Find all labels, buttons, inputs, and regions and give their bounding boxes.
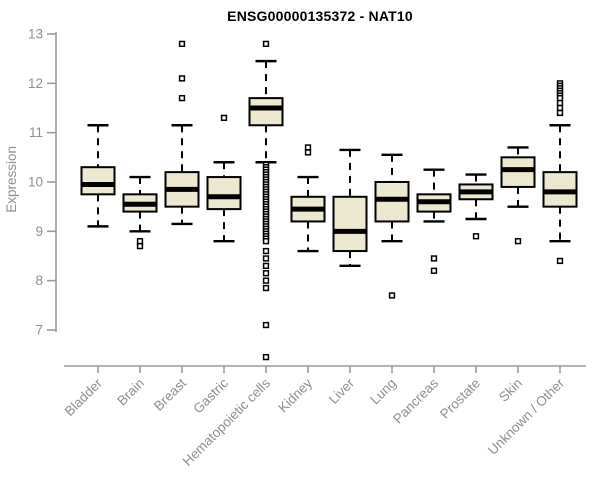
- x-tick-label-kidney: Kidney: [275, 375, 315, 415]
- outlier-hematopoietic-cells: [262, 40, 270, 48]
- y-tick-label: 11: [29, 125, 43, 140]
- outlier-prostate: [472, 233, 480, 240]
- x-tick-label-unknown-other: Unknown / Other: [485, 375, 568, 458]
- outlier-hematopoietic-cells: [262, 262, 270, 270]
- x-tick-label-lung: Lung: [367, 376, 399, 408]
- outlier-lung: [388, 292, 396, 299]
- outlier-unknown-other: [556, 109, 564, 117]
- outlier-hematopoietic-cells: [262, 238, 270, 245]
- outlier-hematopoietic-cells: [262, 321, 270, 329]
- outlier-hematopoietic-cells: [262, 353, 270, 361]
- x-tick-label-breast: Breast: [151, 375, 189, 413]
- x-tick-label-pancreas: Pancreas: [390, 375, 441, 426]
- outlier-kidney: [304, 144, 312, 151]
- box-liver: [332, 195, 368, 253]
- outlier-hematopoietic-cells: [262, 284, 270, 292]
- outlier-unknown-other: [556, 94, 564, 102]
- x-tick-label-bladder: Bladder: [62, 375, 106, 419]
- outlier-brain: [136, 238, 144, 245]
- x-tick-label-gastric: Gastric: [190, 375, 231, 416]
- outlier-hematopoietic-cells: [262, 277, 270, 284]
- y-tick-label: 8: [35, 273, 43, 288]
- outlier-unknown-other: [556, 99, 564, 107]
- box-gastric: [206, 176, 242, 211]
- x-tick-label-prostate: Prostate: [437, 376, 483, 422]
- y-tick-label: 13: [28, 27, 43, 42]
- y-tick-label: 7: [35, 322, 43, 337]
- outlier-hematopoietic-cells: [262, 255, 270, 262]
- outlier-unknown-other: [556, 104, 564, 112]
- x-tick-label-brain: Brain: [114, 376, 147, 409]
- y-tick-label: 12: [28, 76, 43, 91]
- outlier-hematopoietic-cells: [262, 270, 270, 277]
- outlier-breast: [178, 75, 186, 82]
- chart-title: ENSG00000135372 - NAT10: [227, 8, 413, 24]
- x-tick-label-liver: Liver: [326, 375, 358, 407]
- outlier-skin: [514, 238, 522, 245]
- outlier-breast: [178, 40, 186, 48]
- outlier-hematopoietic-cells: [262, 247, 270, 255]
- outlier-breast: [178, 94, 186, 102]
- outlier-gastric: [220, 114, 228, 122]
- box-bladder: [80, 166, 116, 196]
- box-hematopoietic-cells: [248, 97, 284, 127]
- x-tick-label-skin: Skin: [496, 376, 525, 405]
- y-tick-label: 10: [28, 174, 43, 189]
- outlier-kidney: [304, 149, 312, 156]
- outlier-pancreas: [430, 267, 438, 274]
- outlier-brain: [136, 242, 144, 250]
- outlier-unknown-other: [556, 257, 564, 265]
- outlier-pancreas: [430, 255, 438, 262]
- y-tick-label: 9: [35, 224, 43, 239]
